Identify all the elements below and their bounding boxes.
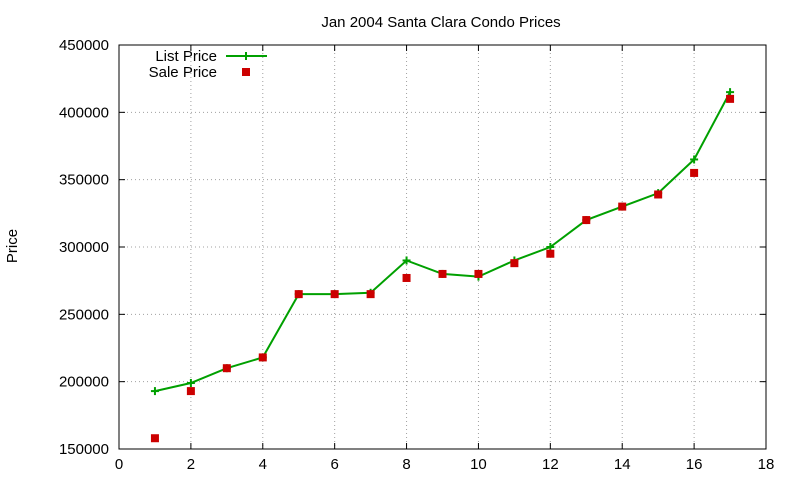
x-tick-label: 10 xyxy=(470,456,487,473)
list-price-point xyxy=(186,379,195,388)
sale-price-point xyxy=(618,202,627,211)
legend-plus-marker xyxy=(242,52,250,60)
x-tick-label: 18 xyxy=(758,456,775,473)
legend-label: Sale Price xyxy=(149,64,217,81)
list-price-point xyxy=(402,256,411,265)
plot-frame xyxy=(118,44,767,450)
list-price-line xyxy=(154,91,731,393)
sale-price-point xyxy=(186,387,195,396)
plot-border xyxy=(118,44,767,450)
series-layer xyxy=(150,88,735,443)
chart-title: Jan 2004 Santa Clara Condo Prices xyxy=(321,14,560,31)
y-axis-label: Price xyxy=(4,229,21,263)
x-tick-label: 0 xyxy=(115,456,123,473)
sale-price-point xyxy=(366,290,375,299)
sale-price-point xyxy=(726,94,735,103)
sale-price-point xyxy=(582,216,591,225)
legend-square-marker xyxy=(242,68,250,76)
series-list-price xyxy=(150,88,735,396)
grid xyxy=(119,45,766,449)
sale-price-point xyxy=(294,290,303,299)
y-tick-label: 450000 xyxy=(59,37,109,54)
sale-price-point xyxy=(150,434,159,443)
x-tick-label: 6 xyxy=(330,456,338,473)
sale-price-point xyxy=(402,273,411,282)
y-tick-label: 350000 xyxy=(59,172,109,189)
y-tick-label: 400000 xyxy=(59,104,109,121)
sale-price-point xyxy=(438,269,447,278)
sale-price-point xyxy=(330,290,339,299)
list-price-point xyxy=(726,88,735,97)
list-price-point xyxy=(546,243,555,251)
sale-price-point xyxy=(258,353,267,362)
x-tick-label: 12 xyxy=(542,456,559,473)
list-price-point xyxy=(150,387,159,396)
x-tick-label: 4 xyxy=(259,456,267,473)
list-price-point xyxy=(690,155,699,164)
y-tick-label: 250000 xyxy=(59,306,109,323)
x-tick-label: 8 xyxy=(402,456,410,473)
x-tick-label: 14 xyxy=(614,456,631,473)
x-tick-label: 2 xyxy=(187,456,195,473)
sale-price-point xyxy=(222,364,231,373)
y-tick-label: 150000 xyxy=(59,441,109,458)
sale-price-point xyxy=(546,249,555,258)
axis-ticks: 0 2 4 6 8 10 12 14 16 18 150000 200000 250000 300000 3… xyxy=(59,37,774,473)
sale-price-point xyxy=(654,190,663,199)
sale-price-point xyxy=(690,168,699,177)
y-tick-label: 300000 xyxy=(59,239,109,256)
sale-price-point xyxy=(510,259,519,268)
y-tick-label: 200000 xyxy=(59,374,109,391)
sale-price-point xyxy=(474,269,483,278)
x-tick-label: 16 xyxy=(686,456,703,473)
legend-item: List Price xyxy=(155,48,267,65)
series-sale-price xyxy=(150,94,735,443)
legend-item: Sale Price xyxy=(149,64,250,81)
legend-label: List Price xyxy=(155,48,217,65)
